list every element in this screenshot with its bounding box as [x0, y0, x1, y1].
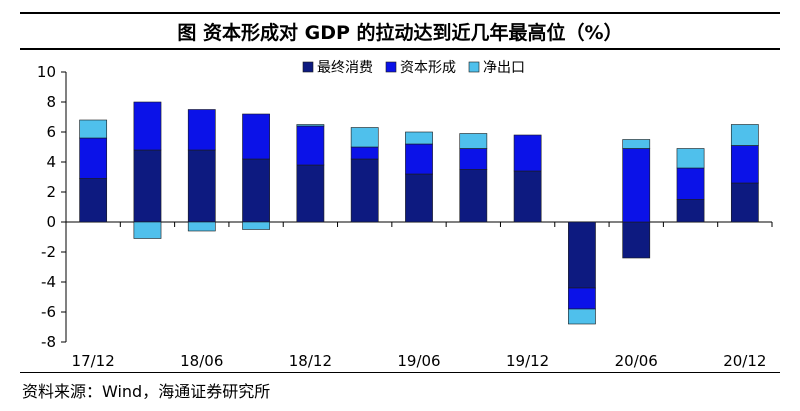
legend-label: 最终消费 [317, 60, 373, 76]
bar-segment [133, 101, 162, 151]
bar-segment [513, 170, 542, 223]
bar-segment [133, 221, 162, 239]
x-tick-label: 20/06 [615, 352, 658, 370]
bar-segment [405, 131, 433, 145]
y-tick-label: -2 [41, 243, 56, 261]
bar-segment [79, 137, 108, 179]
bar-segment [79, 119, 108, 139]
bar-segment [242, 221, 270, 230]
y-tick-label: 6 [46, 123, 56, 141]
bar-segment [187, 149, 216, 223]
y-tick-label: 0 [46, 213, 56, 231]
bar-segment [622, 139, 651, 149]
y-tick-label: 8 [46, 93, 56, 111]
legend-label: 净出口 [483, 60, 525, 76]
bar-segment [730, 145, 759, 184]
bar-segment [568, 221, 596, 289]
x-tick-label: 20/12 [723, 352, 766, 370]
bar-segment [133, 149, 162, 223]
bar-segment [350, 127, 379, 148]
bar-segment [622, 148, 651, 223]
bar-segment [676, 167, 705, 200]
bar-segment [350, 158, 379, 223]
bar-segment [676, 199, 705, 223]
bar-segment [296, 124, 325, 127]
y-tick-label: 4 [46, 153, 56, 171]
legend-swatch [385, 61, 397, 73]
x-tick-label: 19/12 [506, 352, 549, 370]
bar-segment [296, 164, 325, 223]
bar-segment [187, 221, 216, 232]
bar-segment [730, 182, 759, 223]
bar-segment [242, 113, 270, 160]
bar-segment [622, 221, 651, 259]
bar-segment [187, 109, 216, 151]
bar-segment [568, 287, 596, 310]
bar-segment [350, 146, 379, 160]
bar-segment [459, 169, 488, 223]
y-tick-label: -4 [41, 273, 56, 291]
y-tick-label: 10 [37, 63, 56, 81]
y-tick-label: 2 [46, 183, 56, 201]
legend-label: 资本形成 [400, 60, 456, 76]
y-tick-label: -6 [41, 303, 56, 321]
source-note: 资料来源：Wind，海通证券研究所 [22, 382, 271, 401]
x-tick-label: 19/06 [397, 352, 440, 370]
y-tick-label: -8 [41, 333, 56, 351]
legend-swatch [468, 61, 480, 73]
bar-segment [405, 143, 433, 175]
x-tick-label: 17/12 [72, 352, 115, 370]
bar-segment [242, 158, 270, 223]
bar-segment [676, 148, 705, 169]
bar-segment [296, 125, 325, 166]
bar-segment [459, 133, 488, 149]
bar-segment [568, 308, 596, 325]
x-tick-label: 18/06 [180, 352, 223, 370]
source-divider [20, 372, 780, 373]
chart-title: 图 资本形成对 GDP 的拉动达到近几年最高位（%） [20, 12, 780, 50]
bar-segment [405, 173, 433, 223]
bar-segment [79, 178, 108, 223]
bar-segment [459, 148, 488, 170]
bar-segment [730, 124, 759, 146]
legend-swatch [302, 61, 314, 73]
bar-segment [513, 134, 542, 172]
x-tick-label: 18/12 [289, 352, 332, 370]
